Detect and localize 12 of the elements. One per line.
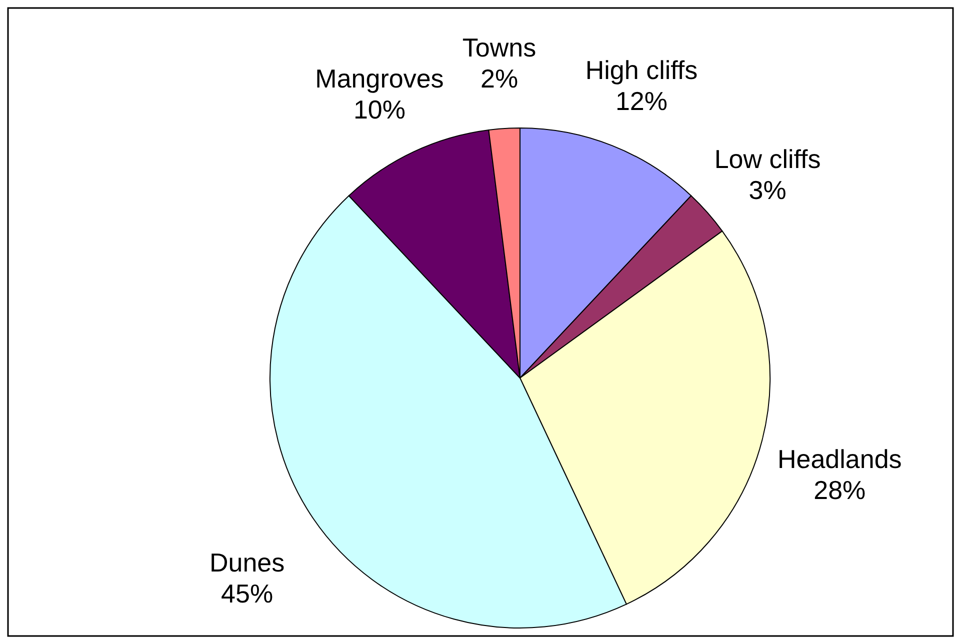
data-label: 10%	[353, 94, 406, 124]
slice-label: Low cliffs	[714, 144, 821, 174]
data-label: 3%	[748, 174, 786, 205]
slice-label: Dunes	[209, 547, 285, 578]
data-label: 12%	[615, 86, 668, 116]
slice-label: Headlands	[777, 444, 902, 474]
slice-label: High cliffs	[585, 55, 698, 86]
slice-label: Mangroves	[315, 63, 444, 94]
data-label: 45%	[221, 578, 274, 608]
data-label: 28%	[814, 475, 866, 506]
data-label: 2%	[480, 64, 518, 94]
slice-label: Towns	[462, 32, 536, 63]
